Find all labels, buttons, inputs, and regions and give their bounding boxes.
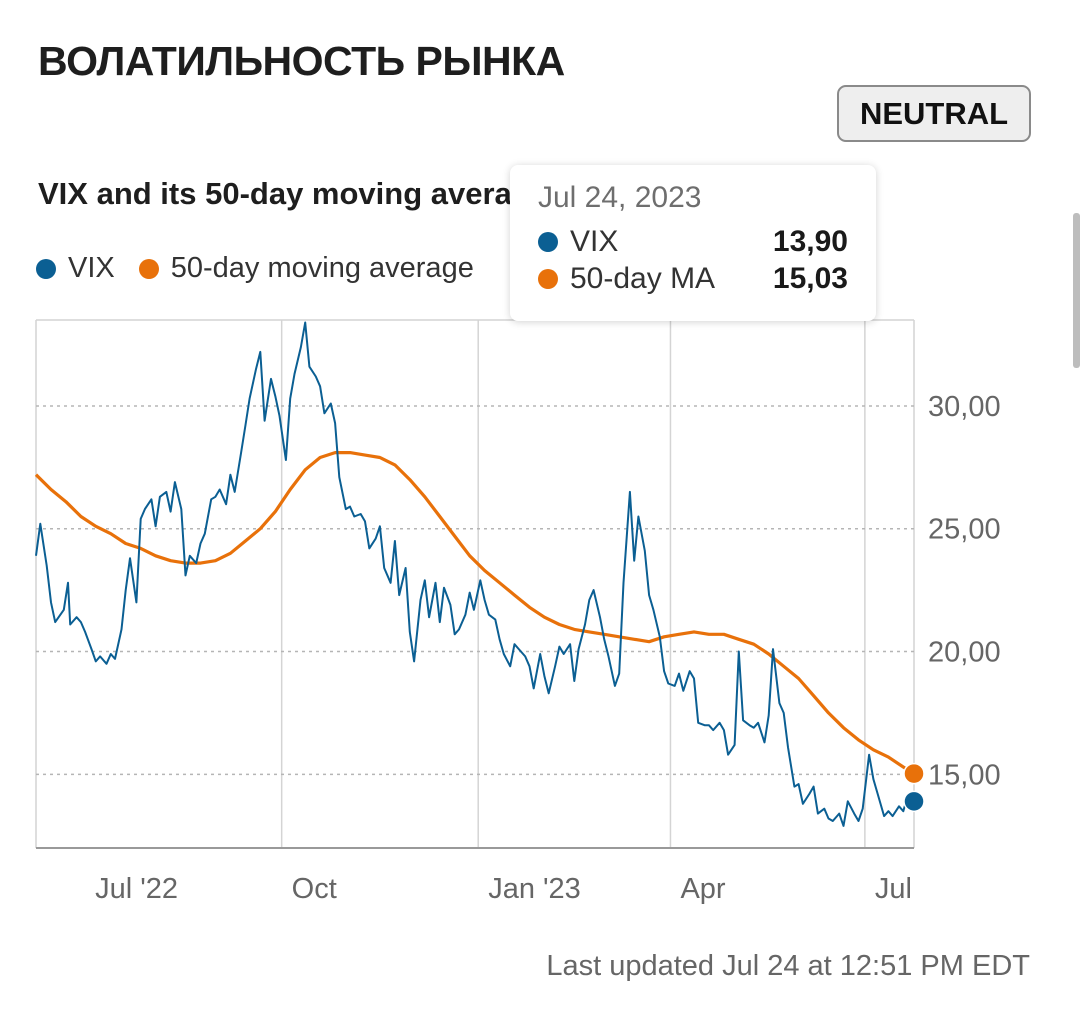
x-tick-label: Apr [680,873,725,905]
tooltip-value-vix: 13,90 [772,224,848,258]
y-tick-label: 20,00 [928,637,1001,669]
tooltip-swatch-vix [538,231,558,252]
y-tick-label: 25,00 [928,514,1001,546]
tooltip-date: Jul 24, 2023 [538,181,702,214]
y-tick-label: 30,00 [928,391,1001,423]
tooltip-label-ma: 50-day MA [570,261,716,295]
status-badge: NEUTRAL [837,85,1031,142]
tooltip-row-ma: 50-day MA 15,03 [538,260,848,297]
legend-swatch-vix [36,258,56,279]
y-tick-label: 15,00 [928,759,1001,791]
legend-item-ma[interactable]: 50-day moving average [138,252,474,285]
ma50-endpoint-marker [903,762,925,785]
x-tick-label: Jan '23 [488,873,581,905]
legend-label-vix: VIX [68,252,115,284]
tooltip-label-vix: VIX [570,224,619,258]
tooltip-value-ma: 15,03 [772,261,848,295]
x-tick-label: Oct [292,873,337,905]
chart-tooltip: Jul 24, 2023 VIX 13,90 50-day MA 15,03 [510,165,876,321]
legend-item-vix[interactable]: VIX [36,252,115,285]
legend-swatch-ma [138,258,159,279]
page-scrollbar[interactable] [1073,213,1080,368]
page-title: ВОЛАТИЛЬНОСТЬ РЫНКА [38,38,565,84]
vix-line [35,321,915,827]
tooltip-row-vix: VIX 13,90 [538,223,848,260]
x-tick-label: Jul '22 [95,873,178,905]
chart-legend: VIX 50-day moving average [36,252,498,285]
tooltip-swatch-ma [538,268,558,289]
x-tick-label: Jul [875,873,912,905]
vix-line-chart[interactable]: Jul '22 Oct Jan '23 Apr Jul 15,00 20,00 25,00 30… [0,300,1080,910]
legend-label-ma: 50-day moving average [170,252,474,284]
last-updated-text: Last updated Jul 24 at 12:51 PM EDT [546,950,1030,982]
vix-endpoint-marker [903,790,925,813]
ma50-line [34,451,915,775]
chart-title: VIX and its 50-day moving average [38,176,548,211]
